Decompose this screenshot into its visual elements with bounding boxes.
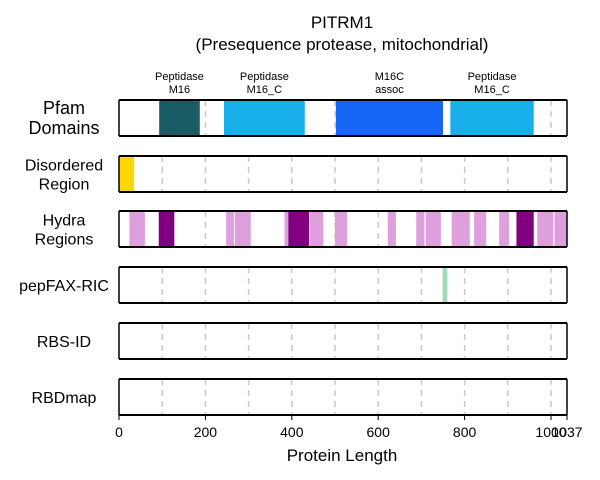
domain-label: Peptidase <box>468 71 517 83</box>
track-rbdmap: RBDmap <box>32 378 568 416</box>
segment-hydra-1 <box>158 211 175 247</box>
domain-label: Peptidase <box>240 71 289 83</box>
segment-hydra-4 <box>284 211 289 247</box>
track-label-rbdmap: RBDmap <box>32 390 97 407</box>
track-rbsid: RBS-ID <box>37 322 568 360</box>
domain-label: M16C <box>375 71 404 83</box>
segment-hydra-13 <box>499 211 510 247</box>
segment-pepfax-0 <box>442 267 448 303</box>
track-pepfax: pepFAX-RIC <box>19 266 568 304</box>
x-tick-label: 200 <box>194 424 218 440</box>
domain-label: Peptidase <box>155 71 204 83</box>
segment-pfam-3 <box>450 100 534 136</box>
segment-hydra-3 <box>234 211 251 247</box>
track-hydra: Hydra Regions <box>35 210 568 249</box>
track-label-pepfax: pepFAX-RIC <box>19 278 109 295</box>
segment-pfam-0 <box>159 100 200 136</box>
segment-pfam-1 <box>223 100 305 136</box>
segment-disordered-0 <box>119 156 135 192</box>
x-tick-label: 400 <box>280 424 304 440</box>
domain-label: M16_C <box>247 84 283 96</box>
track-label-rbsid: RBS-ID <box>37 334 91 351</box>
track-label-disordered: Disordered <box>25 158 103 175</box>
segment-hydra-10 <box>425 211 441 247</box>
segment-hydra-9 <box>416 211 425 247</box>
segment-hydra-7 <box>335 211 348 247</box>
x-tick-label: 0 <box>115 424 123 440</box>
x-tick-label: 1037 <box>551 424 582 440</box>
segment-hydra-14 <box>516 211 534 247</box>
domain-label: M16_C <box>474 84 510 96</box>
segment-hydra-6 <box>309 211 324 247</box>
segment-hydra-15 <box>537 211 554 247</box>
segment-pfam-2 <box>335 100 444 136</box>
track-pfam: PeptidaseM16PeptidaseM16_CM16CassocPepti… <box>28 71 568 138</box>
segment-hydra-8 <box>387 211 396 247</box>
x-tick-label: 800 <box>453 424 477 440</box>
domain-label: M16 <box>169 84 190 96</box>
segment-hydra-11 <box>451 211 470 247</box>
x-tick-label: 600 <box>367 424 391 440</box>
domain-label: assoc <box>375 84 404 96</box>
segment-hydra-5 <box>288 211 310 247</box>
tracks-layer: PeptidaseM16PeptidaseM16_CM16CassocPepti… <box>19 71 568 416</box>
track-label-hydra: Regions <box>35 232 94 249</box>
segment-hydra-2 <box>226 211 234 247</box>
segment-hydra-0 <box>129 211 145 247</box>
x-axis-label: Protein Length <box>287 446 398 465</box>
track-label-hydra: Hydra <box>43 213 86 230</box>
track-disordered: Disordered Region <box>25 155 568 194</box>
chart-title: PITRM1 <box>311 13 373 32</box>
segment-hydra-12 <box>474 211 487 247</box>
x-tick-label: 1000 <box>535 424 566 440</box>
segment-hydra-16 <box>554 211 567 247</box>
track-label-pfam: Domains <box>28 118 99 138</box>
track-label-disordered: Region <box>39 177 90 194</box>
chart-subtitle: (Presequence protease, mitochondrial) <box>196 35 489 54</box>
track-label-pfam: Pfam <box>43 98 85 118</box>
